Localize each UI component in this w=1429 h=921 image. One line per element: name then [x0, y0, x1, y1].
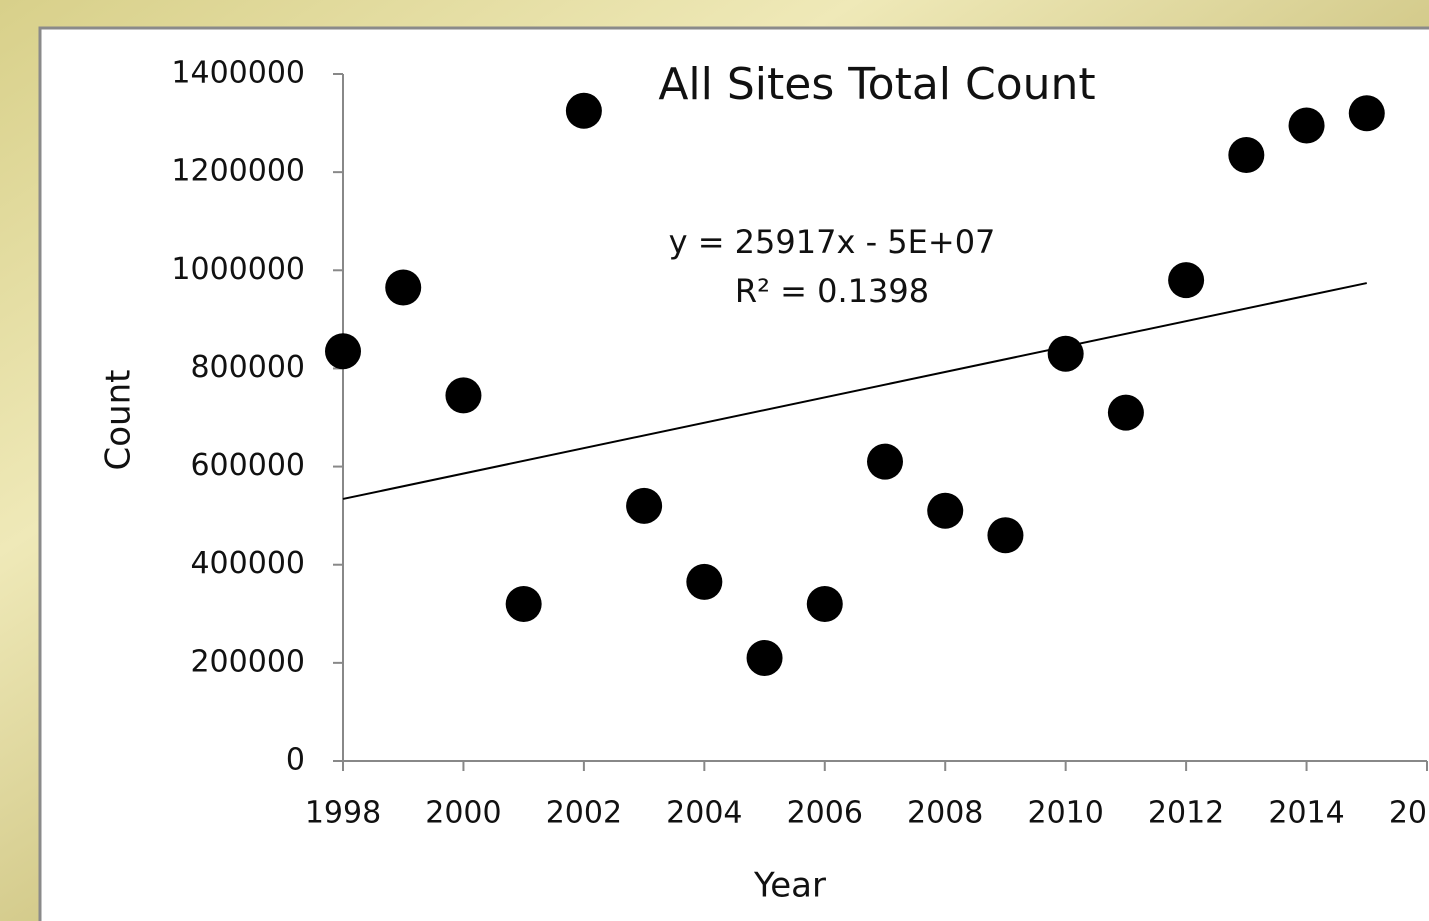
point: [987, 517, 1024, 554]
point: [746, 639, 783, 676]
point: [325, 333, 361, 370]
y-tick-label: 200000: [190, 644, 305, 679]
y-tick-label: 1400000: [171, 56, 305, 91]
trendline: [342, 282, 1367, 500]
chart-area: [38, 26, 1429, 921]
y-tick-label: 400000: [190, 546, 305, 581]
x-tick-label: 2012: [1148, 796, 1224, 831]
point: [565, 92, 602, 129]
y-tick-label: 600000: [190, 448, 305, 483]
point: [1288, 107, 1325, 144]
point: [1107, 394, 1144, 431]
point: [1228, 136, 1265, 173]
point: [1047, 335, 1084, 372]
point: [927, 492, 964, 529]
point: [445, 377, 482, 414]
y-tick-label: 1000000: [171, 252, 305, 287]
point: [626, 487, 663, 524]
x-tick-label: 2010: [1027, 796, 1103, 831]
x-tick-label: 2002: [546, 796, 622, 831]
x-tick-label: 1998: [305, 796, 381, 831]
x-tick-label: 2008: [907, 796, 983, 831]
point: [806, 585, 843, 622]
x-tick-label: 2006: [787, 796, 863, 831]
x-tick-label: 2000: [425, 796, 501, 831]
y-axis-label: Count: [99, 370, 139, 471]
point: [1168, 262, 1205, 299]
x-axis-label: Year: [753, 866, 826, 906]
point: [867, 443, 903, 480]
y-tick-label: 800000: [190, 350, 305, 385]
x-tick-label: 2004: [666, 796, 742, 831]
trend-r2: R² = 0.1398: [735, 272, 929, 310]
chart-title: All Sites Total Count: [658, 59, 1095, 110]
y-tick-label: 0: [286, 743, 305, 778]
point: [686, 563, 723, 600]
x-tick-label: 2016: [1389, 796, 1429, 831]
y-tick-label: 1200000: [171, 154, 305, 189]
x-tick-label: 2014: [1268, 796, 1344, 831]
point: [385, 269, 422, 306]
point: [505, 585, 542, 622]
trend-equation: y = 25917x - 5E+07: [669, 223, 996, 261]
point: [1348, 95, 1385, 132]
